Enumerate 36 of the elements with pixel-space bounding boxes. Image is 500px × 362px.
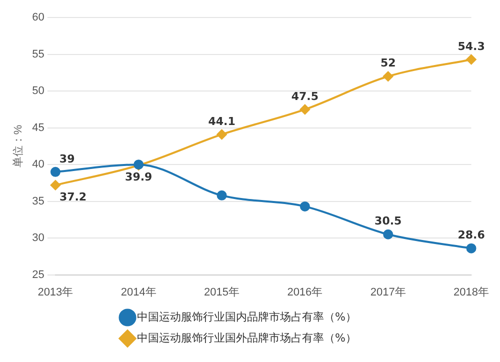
- x-tick-label: 2018年: [454, 286, 490, 298]
- y-tick-label: 40: [32, 158, 44, 171]
- y-tick-label: 45: [32, 122, 44, 134]
- data-label: 39: [59, 152, 75, 166]
- data-label: 37.2: [59, 190, 87, 204]
- x-tick-label: 2016年: [287, 286, 323, 298]
- y-tick-label: 35: [32, 195, 44, 208]
- point: [383, 71, 394, 82]
- y-tick-label: 30: [32, 232, 44, 244]
- point: [466, 243, 476, 254]
- x-tick-label: 2015年: [204, 286, 240, 298]
- point: [216, 190, 227, 200]
- y-tick-label: 60: [32, 12, 44, 24]
- data-label: 30.5: [374, 214, 402, 228]
- data-label: 28.6: [458, 228, 486, 242]
- y-tick-label: 55: [32, 48, 44, 60]
- data-label: 39.9: [125, 170, 152, 184]
- point: [383, 229, 394, 240]
- y-axis-title: 单位：%: [12, 124, 25, 168]
- point: [50, 166, 60, 177]
- data-label: 44.1: [208, 114, 236, 128]
- point: [300, 201, 310, 212]
- y-tick-label: 50: [32, 85, 44, 98]
- y-tick-label: 25: [32, 268, 44, 281]
- x-tick-label: 2017年: [370, 286, 406, 298]
- x-tick-label: 2014年: [120, 286, 156, 298]
- data-label: 52: [380, 56, 396, 70]
- point: [216, 129, 227, 140]
- legend-label: 中国运动服饰行业国外品牌市场占有率（%）: [137, 331, 356, 344]
- data-label: 54.3: [458, 40, 485, 53]
- data-label: 47.5: [291, 90, 319, 103]
- point: [466, 54, 476, 64]
- point: [50, 180, 60, 190]
- legend-label: 中国运动服饰行业国内品牌市场占有率（%）: [137, 310, 356, 324]
- point: [300, 104, 310, 114]
- x-tick-label: 2013年: [38, 286, 74, 298]
